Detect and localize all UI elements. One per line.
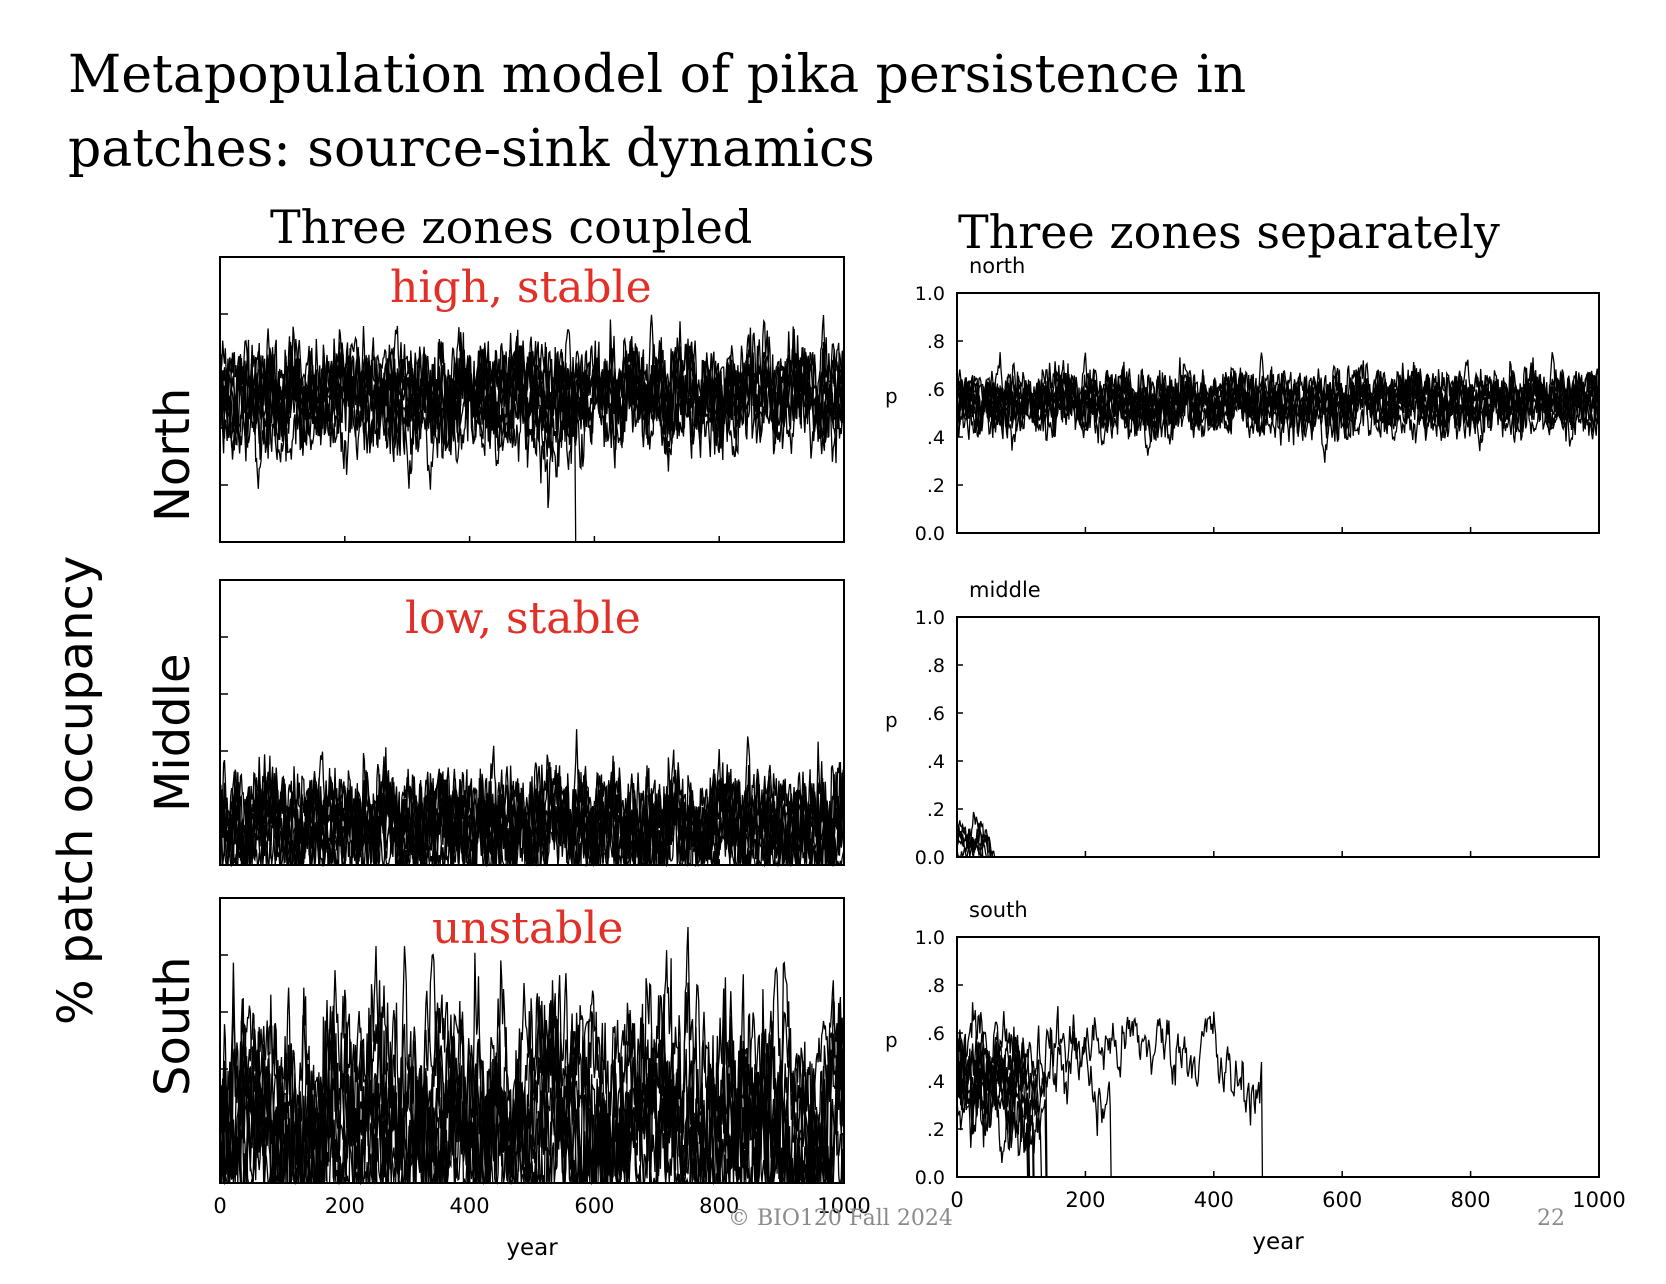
coupled-south-xtick-label-3: 600 xyxy=(574,1194,614,1218)
separate-south-ylabel: p xyxy=(885,1028,898,1052)
separate-south-xtick-label-5: 1000 xyxy=(1572,1188,1625,1212)
separate-north-ylabel: p xyxy=(885,384,898,408)
coupled-north-series-8 xyxy=(219,314,845,467)
separate-south-xlabel: year xyxy=(1252,1229,1304,1255)
annotation-south: unstable xyxy=(432,903,624,954)
annotation-middle: low, stable xyxy=(405,593,641,644)
separate-north-series-9 xyxy=(956,352,1600,441)
separate-north-ytick-label-5: 1.0 xyxy=(915,283,945,305)
separate-north-series-6 xyxy=(956,352,1600,452)
coupled-south-xlabel: year xyxy=(506,1235,558,1261)
coupled-north-frame xyxy=(219,256,845,543)
separate-south-series-6 xyxy=(956,1037,1047,1178)
separate-south-xtick-label-3: 600 xyxy=(1322,1188,1362,1212)
separate-south-xtick-label-0: 0 xyxy=(950,1188,963,1212)
coupled-middle-frame xyxy=(219,579,845,866)
chart-separate-south: 0.0 .2 .4 .6 .8 1.0 p south 0 200 400 600 800 1000 yea… xyxy=(885,898,1626,1255)
separate-middle-ytick-label-5: 1.0 xyxy=(915,607,945,629)
separate-south-series-9 xyxy=(956,1002,1264,1178)
coupled-south-xtick-label-4: 800 xyxy=(699,1194,739,1218)
chart-separate-north: 0.0 .2 .4 .6 .8 1.0 p north xyxy=(885,254,1600,545)
coupled-south-series-8 xyxy=(219,953,845,1185)
chart-coupled-south: 0 200 400 600 800 1000 year xyxy=(213,897,871,1261)
separate-south-ytick-label-2: .4 xyxy=(927,1071,945,1093)
separate-south-series-2 xyxy=(956,1041,1043,1178)
chart-coupled-middle xyxy=(219,579,845,868)
left-column-heading: Three zones coupled xyxy=(270,200,753,254)
separate-north-ytick-label-1: .2 xyxy=(927,475,945,497)
separate-south-ytick-label-0: 0.0 xyxy=(915,1167,945,1189)
coupled-south-xtick-label-0: 0 xyxy=(213,1194,226,1218)
separate-north-ytick-label-2: .4 xyxy=(927,427,945,449)
separate-south-ytick-label-1: .2 xyxy=(927,1119,945,1141)
separate-south-xtick-label-4: 800 xyxy=(1451,1188,1491,1212)
separate-middle-title: middle xyxy=(969,578,1041,602)
coupled-south-frame xyxy=(219,897,845,1184)
separate-north-ytick-label-0: 0.0 xyxy=(915,523,945,545)
separate-middle-ylabel: p xyxy=(885,708,898,732)
separate-middle-ytick-label-1: .2 xyxy=(927,799,945,821)
separate-north-series-8 xyxy=(956,357,1600,442)
separate-south-ytick-label-3: .6 xyxy=(927,1023,945,1045)
slide-title: Metapopulation model of pika persistence… xyxy=(68,38,1628,186)
separate-middle-ytick-label-4: .8 xyxy=(927,655,945,677)
annotation-north: high, stable xyxy=(390,262,652,313)
separate-middle-frame xyxy=(956,616,1600,858)
coupled-south-xtick-label-1: 200 xyxy=(325,1194,365,1218)
separate-middle-ytick-label-2: .4 xyxy=(927,751,945,773)
slide-title-line-2: patches: source-sink dynamics xyxy=(68,119,875,179)
right-column-heading: Three zones separately xyxy=(958,205,1500,259)
coupled-south-xtick-label-5: 1000 xyxy=(817,1194,870,1218)
separate-middle-series-5 xyxy=(956,820,996,858)
separate-south-ytick-label-5: 1.0 xyxy=(915,927,945,949)
separate-middle-ytick-label-0: 0.0 xyxy=(915,847,945,869)
separate-middle-ytick-label-3: .6 xyxy=(927,703,945,725)
chart-coupled-north xyxy=(219,256,845,543)
separate-north-frame xyxy=(956,292,1600,534)
footer-page-number: 22 xyxy=(1537,1206,1565,1231)
separate-north-ytick-label-3: .6 xyxy=(927,379,945,401)
separate-south-xtick-label-1: 200 xyxy=(1065,1188,1105,1212)
separate-south-frame xyxy=(956,936,1600,1178)
chart-separate-middle: 0.0 .2 .4 .6 .8 1.0 p middle xyxy=(885,578,1600,869)
slide-title-line-1: Metapopulation model of pika persistence… xyxy=(68,45,1247,105)
separate-south-xtick-label-2: 400 xyxy=(1194,1188,1234,1212)
separate-south-title: south xyxy=(969,898,1028,922)
footer-copyright: © BIO120 Fall 2024 xyxy=(728,1206,953,1231)
separate-south-ytick-label-4: .8 xyxy=(927,975,945,997)
separate-north-title: north xyxy=(969,254,1025,278)
separate-north-ytick-label-4: .8 xyxy=(927,331,945,353)
coupled-middle-series-9 xyxy=(219,741,845,867)
coupled-north-series-9 xyxy=(219,325,577,543)
coupled-south-series-6 xyxy=(219,975,845,1185)
coupled-south-xtick-label-2: 400 xyxy=(450,1194,490,1218)
